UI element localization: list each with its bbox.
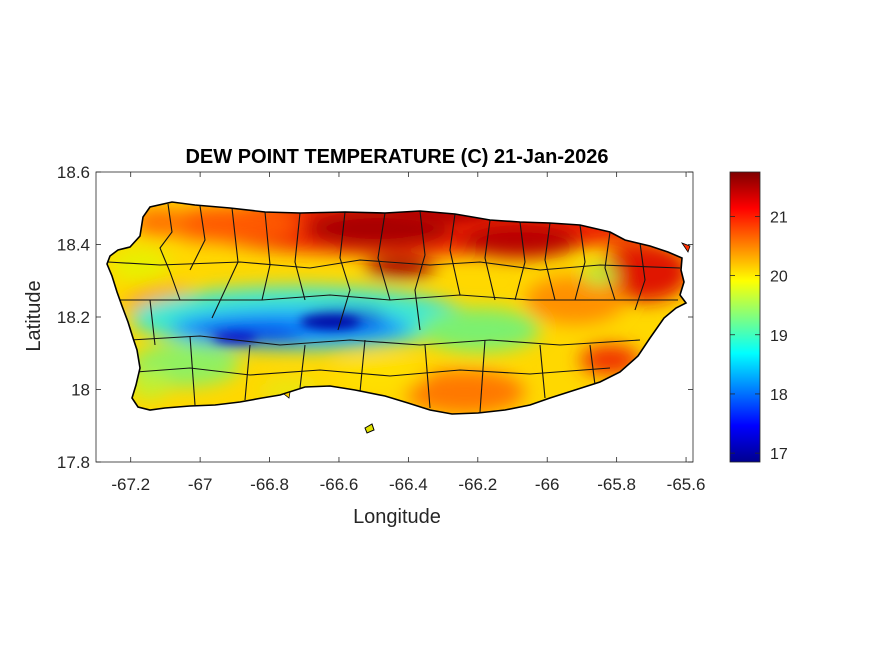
islet-south [283,391,291,399]
boundary [514,221,526,301]
colorbar-ticks: 17 18 19 20 21 [730,209,788,463]
y-tick-label: 18.4 [57,236,90,255]
boundary [244,344,251,401]
core-blue [300,315,360,329]
y-tick-label: 17.8 [57,453,90,472]
sw-corner [130,371,170,399]
boundary [479,339,486,413]
boundary [539,344,546,399]
colorbar [729,171,761,463]
boundary [574,224,586,301]
colorbar-tick-label: 17 [770,446,788,463]
dew-point-field [107,202,686,414]
colorbar-tick-label: 21 [770,209,788,226]
boundary [189,205,206,271]
x-tick-label: -65.6 [667,475,706,494]
east-green [582,265,618,285]
islet-ne [680,242,691,253]
x-axis-ticks: -67.2 -67 -66.8 -66.6 -66.4 -66.2 -66 -65.8 -65.… [111,172,705,494]
x-tick-label: -67 [188,475,213,494]
boundary [149,299,156,346]
x-axis-label: Longitude [353,506,441,528]
municipal-boundaries [107,203,681,413]
x-tick-label: -66 [535,475,560,494]
colorbar-tick-label: 18 [770,387,788,404]
boundary [604,231,616,301]
y-tick-label: 18.2 [57,308,90,327]
boundary [589,344,596,386]
colorbar-tick-label: 20 [770,269,788,286]
x-tick-label: -66.4 [389,475,428,494]
x-tick-label: -66.8 [250,475,289,494]
x-tick-label: -65.8 [597,475,636,494]
boundary [159,203,181,301]
boundary [337,211,351,331]
boundary [424,344,431,409]
boundary [414,210,426,331]
boundary [107,259,681,271]
boundary [294,212,306,301]
central-east-green [420,308,540,352]
x-tick-label: -66.2 [458,475,497,494]
map-title: DEW POINT TEMPERATURE (C) 21-Jan-2026 [185,146,608,168]
east-red [600,242,686,302]
boundary [449,213,461,296]
x-tick-label: -66.6 [320,475,359,494]
boundary [211,207,239,319]
y-tick-label: 18 [71,381,90,400]
boundary [484,219,496,301]
y-tick-label: 18.6 [57,163,90,182]
west-yellow [110,247,170,283]
colorbar-tick-label: 19 [770,328,788,345]
boundary [544,222,556,301]
nw-corner-orange [132,208,188,236]
north-darkred-2 [460,222,580,258]
caja-de-muertos-island [364,423,375,434]
boundary [118,294,678,301]
boundary [299,344,306,389]
boundary [189,335,196,406]
boundary [129,335,641,346]
y-axis-label: Latitude [23,280,45,351]
core-blue-2 [213,333,257,343]
boundary [359,339,366,393]
field-blobs [110,202,686,414]
boundary [135,367,611,377]
x-tick-label: -67.2 [111,475,150,494]
boundary [377,212,391,301]
south-orange [405,370,525,414]
y-axis-ticks: 17.8 18 18.2 18.4 18.6 [57,163,693,472]
